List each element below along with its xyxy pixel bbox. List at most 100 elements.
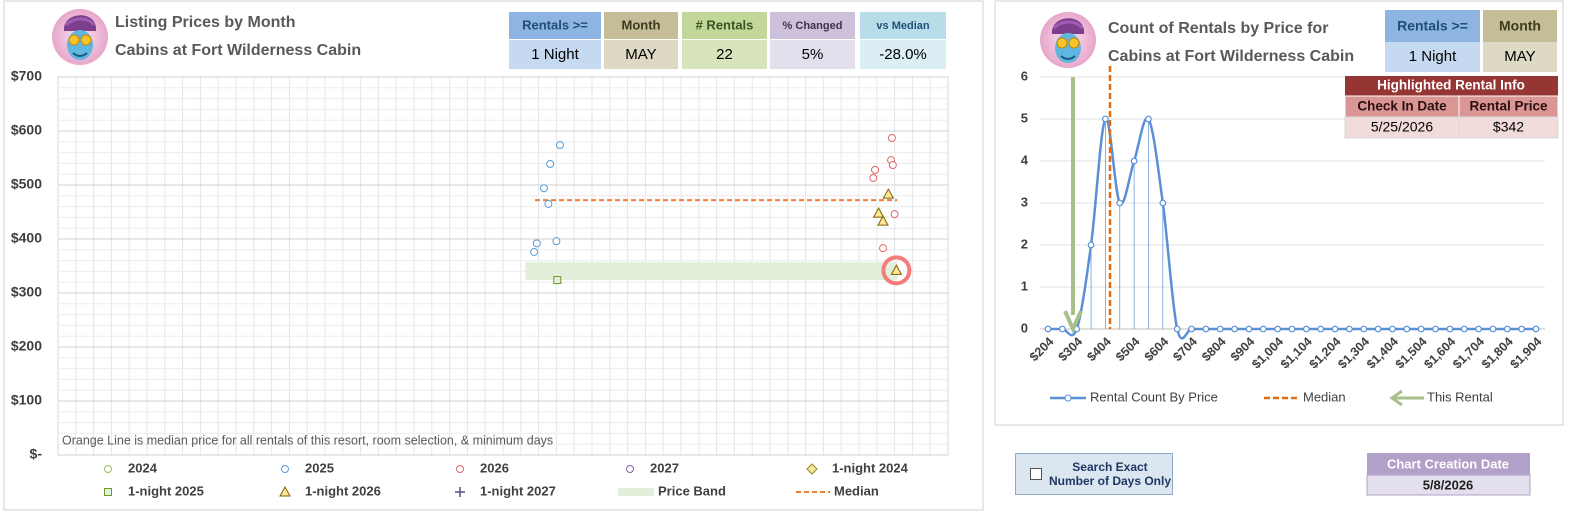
creation-label: Chart Creation Date: [1387, 456, 1509, 471]
legend-marker: [104, 488, 112, 496]
chart-note: Orange Line is median price for all rent…: [62, 433, 553, 447]
value-cell: [770, 40, 855, 69]
header-cell: [770, 12, 855, 39]
checkbox-control[interactable]: Search Exact Number of Days Only: [1015, 453, 1173, 495]
chart-title: Count of Rentals by Price for: [1108, 20, 1328, 37]
y-tick-label: 2: [1021, 236, 1028, 251]
logo: [50, 7, 110, 67]
data-point: [888, 161, 897, 170]
y-tick-label: $100: [11, 392, 42, 408]
legend-marker: [806, 463, 818, 475]
info-value-cell: [1458, 116, 1559, 139]
y-tick-label: $300: [11, 284, 42, 300]
legend-label: 1-night 2026: [305, 483, 381, 498]
highlight-ring: [881, 255, 912, 286]
data-point: [1417, 325, 1425, 333]
value-cell: [682, 40, 767, 69]
data-point: [1475, 325, 1482, 333]
legend-label: 2026: [480, 460, 509, 475]
data-point: [1130, 157, 1138, 165]
checkbox-label: Search Exact Number of Days Only: [1048, 460, 1172, 488]
data-point: [1102, 115, 1109, 123]
header-cell: [604, 12, 678, 39]
header-value: 1 Night: [1409, 48, 1457, 65]
data-point: [1231, 325, 1238, 333]
info-header: Rental Price: [1469, 99, 1548, 114]
logo: [1038, 10, 1098, 70]
y-tick-label: 3: [1021, 194, 1028, 209]
legend-marker: [1064, 394, 1072, 402]
y-tick-label: $200: [11, 338, 42, 354]
header-value: 22: [716, 46, 733, 63]
y-tick-label: 6: [1021, 68, 1028, 83]
legend-marker: [455, 487, 465, 497]
y-tick-label: 5: [1021, 110, 1028, 125]
data-point: [887, 134, 896, 143]
y-tick-label: $-: [30, 446, 43, 462]
info-title-cell: [1345, 76, 1558, 96]
data-point: [1245, 325, 1253, 333]
data-point: [1188, 325, 1195, 333]
data-point: [1087, 241, 1095, 249]
data-point: [1044, 325, 1052, 333]
header-value: -28.0%: [879, 46, 927, 63]
header-cell: [509, 12, 601, 39]
data-point: [1173, 325, 1181, 333]
y-tick-label: $500: [11, 176, 42, 192]
data-point: [1403, 325, 1411, 333]
data-point: [1532, 325, 1540, 333]
legend-label: This Rental: [1427, 389, 1493, 404]
header-label: Rentals >=: [1397, 18, 1468, 34]
checkbox[interactable]: [1030, 468, 1042, 480]
legend-label: 1-night 2027: [480, 483, 556, 498]
data-point: [871, 165, 880, 174]
value-cell: [604, 40, 678, 69]
value-cell: [1366, 474, 1531, 496]
data-point: [1159, 199, 1167, 207]
data-point: [1058, 325, 1066, 333]
data-point: [553, 276, 562, 285]
info-value: $342: [1493, 119, 1524, 135]
data-point: [539, 184, 548, 193]
data-point: [555, 141, 564, 150]
data-point: [877, 215, 889, 226]
data-point: [544, 199, 553, 208]
data-point: [1518, 325, 1526, 333]
header-cell: [1367, 453, 1530, 475]
legend-label: Price Band: [658, 483, 726, 498]
data-point: [1389, 325, 1396, 333]
y-tick-label: 0: [1021, 320, 1028, 335]
data-point: [552, 237, 561, 246]
data-point: [546, 159, 555, 168]
chart-subtitle: Cabins at Fort Wilderness Cabin: [115, 42, 361, 59]
legend-marker: [104, 465, 112, 473]
data-point: [1216, 325, 1224, 333]
data-point: [1202, 325, 1210, 333]
data-point: [1446, 325, 1454, 333]
legend-label: 2027: [650, 460, 679, 475]
header-value: MAY: [625, 46, 656, 63]
legend-marker: [1389, 389, 1424, 407]
value-cell: [1385, 42, 1480, 72]
data-point: [1317, 325, 1325, 333]
value-cell: [1483, 42, 1557, 72]
y-tick-label: 4: [1021, 152, 1029, 167]
data-point: [1302, 325, 1310, 333]
data-point: [1331, 325, 1339, 333]
header-label: % Changed: [783, 20, 843, 32]
y-tick-label: 1: [1021, 278, 1028, 293]
data-point: [1374, 325, 1382, 333]
legend-marker: [626, 465, 634, 473]
header-value: 5%: [802, 46, 824, 63]
price-band: [525, 262, 898, 281]
legend-label: 1-night 2024: [832, 460, 909, 475]
legend-marker: [456, 465, 464, 473]
data-point: [890, 264, 903, 275]
header-label: # Rentals: [696, 17, 754, 32]
legend-label: 2024: [128, 460, 158, 475]
legend-marker: [279, 485, 291, 497]
y-tick-label: $700: [11, 68, 42, 84]
info-title: Highlighted Rental Info: [1377, 78, 1525, 93]
